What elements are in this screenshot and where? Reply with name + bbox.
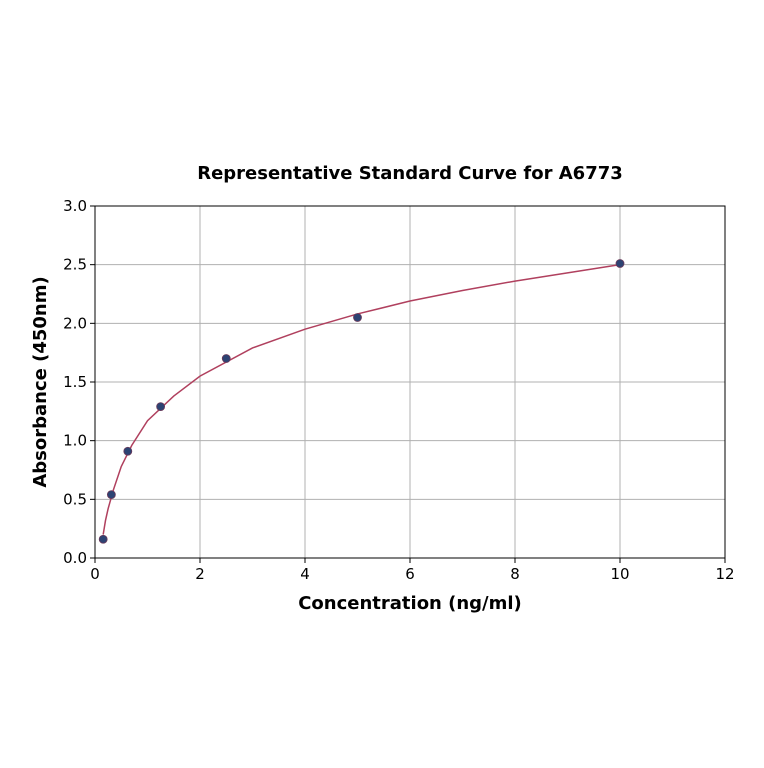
x-tick-label: 12 [715,565,734,583]
y-tick-label: 3.0 [63,197,87,215]
y-tick-label: 0.0 [63,549,87,567]
chart-title: Representative Standard Curve for A6773 [197,163,623,184]
x-tick-label: 4 [300,565,310,583]
y-tick-label: 2.0 [63,314,87,332]
y-tick-label: 1.0 [63,432,87,450]
data-point [156,402,166,412]
fit-curve [102,263,621,535]
data-point [353,313,362,322]
y-tick-label: 2.5 [63,256,87,274]
x-tick-label: 10 [610,565,629,583]
y-tick-label: 0.5 [63,490,87,508]
data-point [221,354,231,363]
data-point [123,446,133,456]
x-axis-label: Concentration (ng/ml) [298,593,522,614]
plot-frame [94,205,726,559]
x-tick-label: 0 [90,565,100,583]
data-point [106,490,116,500]
data-point [98,534,108,544]
y-tick-label: 1.5 [63,373,87,391]
x-tick-label: 6 [405,565,415,583]
x-tick-label: 8 [510,565,520,583]
x-tick-label: 2 [195,565,205,583]
y-axis-label: Absorbance (450nm) [30,276,51,487]
data-point [615,259,625,268]
